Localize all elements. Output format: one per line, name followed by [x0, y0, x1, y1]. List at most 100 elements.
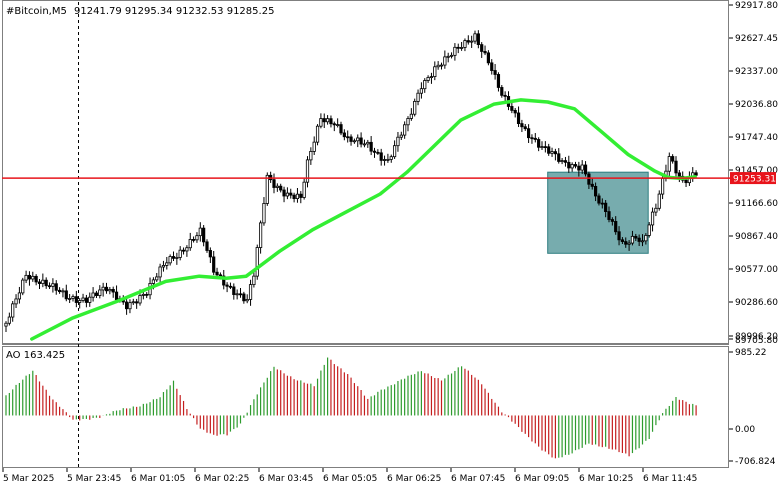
chart-title: #Bitcoin,M5 91241.79 91295.34 91232.53 9… — [6, 6, 274, 17]
candle — [409, 108, 413, 121]
ao-axis-label: 0.00 — [729, 425, 755, 435]
candle — [456, 43, 460, 54]
candle — [289, 188, 293, 199]
price-axis-label: 91747.40 — [729, 133, 778, 143]
candle — [84, 294, 88, 308]
ao-axis-label: 985.22 — [729, 348, 767, 358]
svg-text:6 Mar 02:25: 6 Mar 02:25 — [195, 474, 249, 484]
candle — [386, 153, 390, 163]
candle — [228, 282, 233, 290]
time-axis-label: 6 Mar 11:45 — [642, 468, 697, 484]
time-axis-label: 5 Mar 2025 — [2, 468, 54, 484]
current-price-tag: 91253.31 — [730, 172, 776, 185]
candle — [537, 137, 541, 152]
candle — [547, 143, 551, 156]
candle — [493, 64, 497, 80]
candle — [486, 50, 491, 66]
candle — [594, 182, 598, 202]
candle — [362, 139, 367, 148]
candle — [349, 134, 353, 146]
candle — [530, 134, 534, 144]
candle — [570, 162, 574, 172]
candle — [41, 273, 45, 288]
candle — [255, 244, 259, 280]
price-axis-label: 89996.20 — [729, 332, 778, 342]
candle — [51, 278, 55, 293]
candle — [637, 234, 641, 247]
candle — [366, 139, 370, 148]
candle — [490, 59, 494, 75]
candle — [667, 152, 671, 177]
time-axis[interactable]: 5 Mar 2025 5 Mar 23:45 6 Mar 01:05 6 Mar… — [2, 468, 697, 484]
candle — [657, 190, 661, 211]
candle — [285, 187, 290, 200]
svg-text:6 Mar 03:45: 6 Mar 03:45 — [259, 474, 313, 484]
candle — [58, 287, 62, 294]
price-axis-label: 92337.00 — [729, 67, 778, 77]
ao-axis[interactable]: 985.22 0.00 -706.824 — [729, 348, 776, 467]
price-axis-label: 89705.80 — [729, 336, 778, 346]
time-axis-label: 6 Mar 03:45 — [258, 468, 313, 484]
candle — [275, 183, 279, 192]
candle — [54, 280, 58, 295]
candle — [473, 30, 477, 44]
candle — [671, 154, 675, 164]
candle — [208, 247, 212, 263]
time-axis-label: 6 Mar 06:25 — [386, 468, 441, 484]
candle — [423, 78, 427, 93]
candle — [68, 294, 72, 304]
candle — [647, 222, 651, 238]
candle — [299, 191, 303, 204]
candle — [165, 256, 169, 270]
candle — [108, 286, 112, 295]
candle — [252, 272, 256, 288]
candle — [279, 183, 283, 193]
candle — [235, 289, 239, 300]
candle — [88, 292, 92, 307]
candle — [292, 192, 296, 203]
svg-text:90286.60: 90286.60 — [735, 298, 778, 308]
moving-average-line — [30, 98, 697, 341]
ao-axis-label: -706.824 — [729, 457, 776, 467]
candle — [282, 186, 286, 203]
candle — [171, 251, 176, 261]
price-axis-label: 91166.60 — [729, 199, 778, 209]
candle — [560, 158, 564, 165]
candle — [181, 247, 186, 255]
candle — [600, 198, 604, 209]
candle — [650, 207, 655, 232]
candle — [315, 124, 320, 146]
svg-text:6 Mar 01:05: 6 Mar 01:05 — [131, 474, 185, 484]
candle — [439, 62, 444, 70]
candle — [295, 188, 300, 203]
candle — [399, 131, 403, 141]
candle — [426, 75, 430, 83]
candle — [34, 274, 38, 286]
candle — [198, 222, 202, 242]
candle — [238, 287, 243, 298]
candle — [470, 35, 474, 48]
candle — [325, 115, 330, 125]
candle — [245, 294, 249, 304]
candle — [11, 300, 15, 322]
svg-text:6 Mar 10:25: 6 Mar 10:25 — [579, 474, 633, 484]
svg-text:6 Mar 05:05: 6 Mar 05:05 — [323, 474, 377, 484]
candle — [610, 217, 614, 226]
candle — [483, 45, 487, 56]
price-axis-label: 92627.45 — [729, 34, 778, 44]
time-axis-label: 6 Mar 02:25 — [194, 468, 249, 484]
candle — [332, 121, 336, 132]
svg-text:6 Mar 11:45: 6 Mar 11:45 — [643, 474, 697, 484]
candle — [202, 225, 206, 247]
candle — [178, 246, 182, 261]
price-axis[interactable]: 92917.80 92627.45 92337.00 92036.80 9174… — [729, 1, 778, 346]
candle — [98, 285, 102, 299]
candle — [443, 50, 447, 69]
svg-text:0.00: 0.00 — [735, 425, 755, 435]
candle — [131, 298, 135, 305]
candle — [419, 82, 424, 99]
candle — [111, 286, 115, 298]
candle — [312, 136, 316, 155]
candle — [346, 130, 350, 143]
